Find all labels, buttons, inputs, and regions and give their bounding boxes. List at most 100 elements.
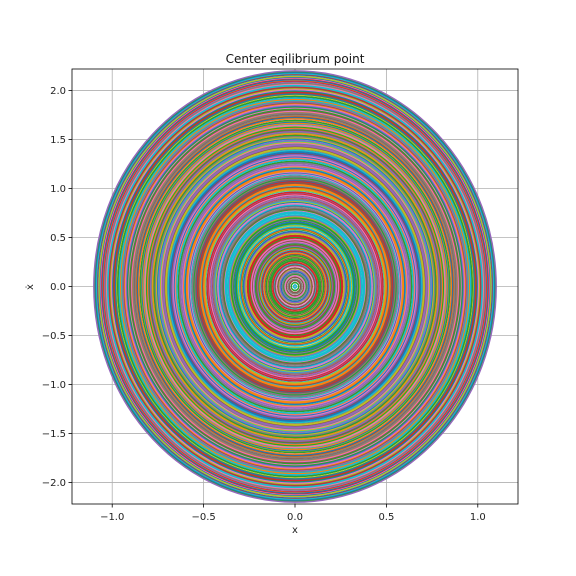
trajectory-orbit: [219, 205, 371, 368]
x-axis-ticks: −1.0 −0.5 0.0 0.5 1.0: [100, 504, 486, 523]
trajectory-orbit: [237, 224, 353, 349]
trajectory-orbit: [137, 117, 453, 456]
trajectory-orbit: [167, 149, 423, 424]
trajectory-orbit: [258, 247, 332, 326]
trajectory-orbit: [285, 276, 305, 297]
trajectory-orbit: [159, 141, 431, 432]
trajectory-orbit: [98, 75, 492, 498]
trajectory-orbit: [136, 116, 454, 457]
x-tick-label: −0.5: [191, 512, 215, 523]
trajectory-orbit: [125, 104, 465, 469]
trajectory-orbit: [240, 228, 350, 345]
trajectory-orbit: [229, 215, 361, 358]
trajectory-orbit: [243, 231, 347, 342]
trajectory-orbit: [251, 239, 339, 334]
trajectory-orbit: [265, 255, 325, 318]
trajectory-orbit: [272, 262, 318, 311]
trajectory-orbit: [114, 93, 476, 480]
trajectory-orbit: [261, 250, 329, 323]
trajectory-orbit: [207, 192, 383, 381]
trajectory-orbit: [244, 232, 346, 341]
chart-title: Center eqilibrium point: [226, 52, 365, 66]
trajectory-orbit: [272, 262, 318, 311]
trajectory-orbit: [120, 99, 470, 474]
trajectory-orbit: [115, 94, 475, 479]
trajectory-orbit: [197, 181, 393, 392]
trajectory-orbit: [221, 207, 369, 366]
x-tick-label: 0.5: [378, 512, 394, 523]
trajectory-orbit: [264, 253, 326, 320]
trajectory-orbit: [257, 246, 333, 327]
y-tick-label: 2.0: [50, 86, 66, 97]
trajectory-orbit: [134, 114, 456, 459]
trajectory-orbit: [162, 144, 428, 429]
trajectory-orbit: [112, 91, 478, 482]
trajectory-orbit: [184, 167, 406, 406]
y-tick-label: 0.5: [50, 233, 66, 244]
trajectory-orbit: [199, 184, 391, 389]
y-tick-label: −1.0: [42, 380, 66, 391]
trajectory-orbit: [198, 183, 392, 390]
trajectory-orbit: [141, 122, 449, 451]
trajectory-orbit: [101, 78, 489, 495]
trajectory-orbit: [201, 186, 389, 387]
trajectory-orbit: [173, 155, 417, 418]
trajectory-orbit: [202, 187, 388, 386]
trajectory-orbit: [188, 172, 402, 401]
trajectory-orbit: [157, 139, 433, 434]
trajectory-orbit: [215, 201, 375, 372]
trajectory-orbit: [129, 109, 461, 464]
trajectory-orbit: [165, 147, 425, 426]
y-tick-label: −1.5: [42, 429, 66, 440]
trajectory-orbit: [104, 82, 486, 491]
y-tick-label: −2.0: [42, 478, 66, 489]
trajectory-orbit: [187, 171, 403, 402]
trajectory-orbit: [151, 133, 439, 440]
trajectory-orbit: [288, 279, 302, 294]
trajectory-orbit: [204, 189, 386, 384]
trajectory-orbit: [220, 207, 370, 366]
trajectory-orbit: [171, 153, 419, 420]
trajectory-orbit: [108, 86, 482, 487]
trajectory-orbit: [169, 151, 421, 422]
trajectory-orbit: [228, 215, 362, 358]
trajectory-orbit: [95, 72, 495, 501]
trajectory-orbit: [145, 126, 445, 447]
trajectory-orbit: [139, 119, 451, 454]
trajectory-orbit: [172, 154, 418, 419]
trajectory-orbit: [230, 217, 360, 356]
trajectory-orbit: [274, 264, 316, 309]
trajectory-orbit: [130, 110, 460, 463]
trajectory-orbit: [256, 245, 334, 328]
trajectory-orbit: [148, 129, 442, 444]
trajectory-orbit: [181, 165, 409, 408]
trajectory-orbit: [160, 142, 430, 431]
trajectory-orbit: [146, 127, 444, 446]
trajectory-orbit: [161, 143, 429, 430]
trajectory-orbit: [277, 267, 313, 306]
x-tick-label: 1.0: [470, 512, 486, 523]
trajectory-orbit: [177, 160, 413, 413]
trajectory-orbit: [218, 204, 372, 369]
trajectory-orbit: [280, 270, 310, 303]
trajectory-orbit: [174, 156, 416, 417]
trajectory-orbit: [192, 177, 398, 396]
trajectory-orbit: [292, 284, 298, 289]
y-tick-label: 1.5: [50, 135, 66, 146]
trajectory-orbit: [107, 85, 483, 488]
trajectory-orbit: [242, 230, 348, 343]
trajectory-orbit: [189, 173, 401, 400]
trajectory-orbit: [93, 70, 497, 503]
trajectory-orbit: [128, 108, 462, 465]
y-tick-label: −0.5: [42, 331, 66, 342]
trajectory-orbit: [140, 121, 450, 452]
trajectory-orbit: [275, 265, 315, 308]
trajectory-orbit: [132, 112, 458, 461]
trajectory-orbit: [123, 102, 467, 471]
trajectory-orbit: [127, 107, 463, 466]
trajectory-orbit: [224, 210, 366, 363]
trajectory-orbit: [116, 95, 474, 478]
trajectory-orbit: [247, 235, 343, 338]
trajectory-orbit: [194, 178, 396, 395]
